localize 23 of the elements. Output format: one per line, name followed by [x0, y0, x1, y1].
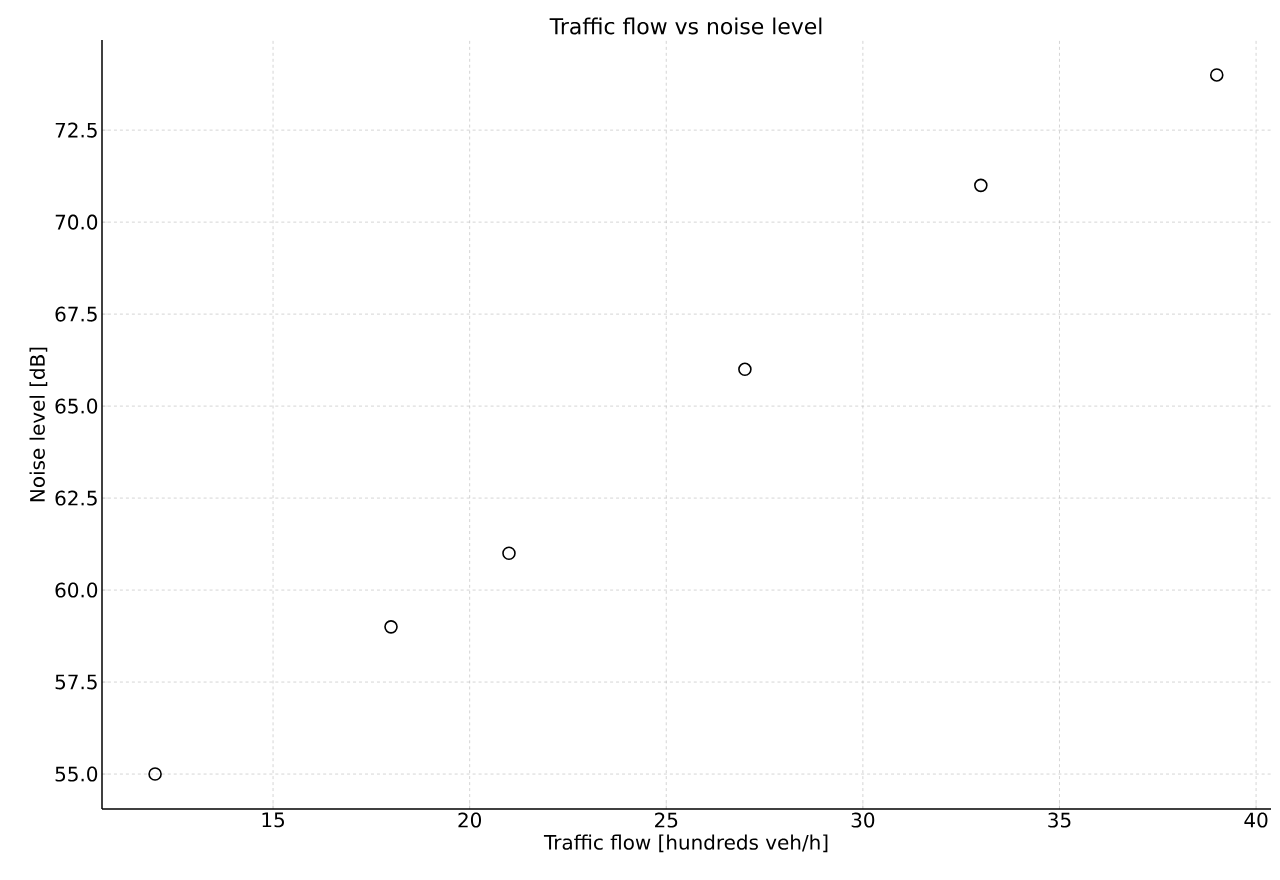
y-tick-label: 65.0 — [55, 398, 98, 414]
x-tick-label: 25 — [655, 812, 678, 828]
point — [974, 178, 988, 193]
point — [502, 546, 516, 561]
x-tick-label: 30 — [851, 812, 875, 828]
y-tick-label: 62.5 — [55, 490, 97, 506]
y-tick-label: 67.5 — [55, 306, 97, 322]
point — [1209, 68, 1224, 82]
point — [148, 767, 162, 781]
x-axis-title: Traffic flow [hundreds veh/h] — [543, 834, 828, 853]
y-tick-label: 70.0 — [55, 214, 98, 230]
y-tick-label: 72.5 — [55, 122, 97, 138]
x-tick-label: 20 — [458, 812, 482, 828]
x-tick-label: 35 — [1048, 812, 1071, 828]
point — [384, 620, 398, 634]
x-tick-label: 15 — [262, 812, 284, 828]
y-tick-label: 55.0 — [55, 766, 98, 782]
chart-title: Traffic flow vs noise level — [549, 17, 822, 35]
x-tick-label: 40 — [1244, 812, 1268, 828]
y-axis-title: Noise level [dB] — [29, 347, 48, 502]
y-tick-label: 60.0 — [55, 582, 98, 598]
y-tick-label: 57.5 — [55, 674, 97, 690]
point — [738, 362, 752, 377]
